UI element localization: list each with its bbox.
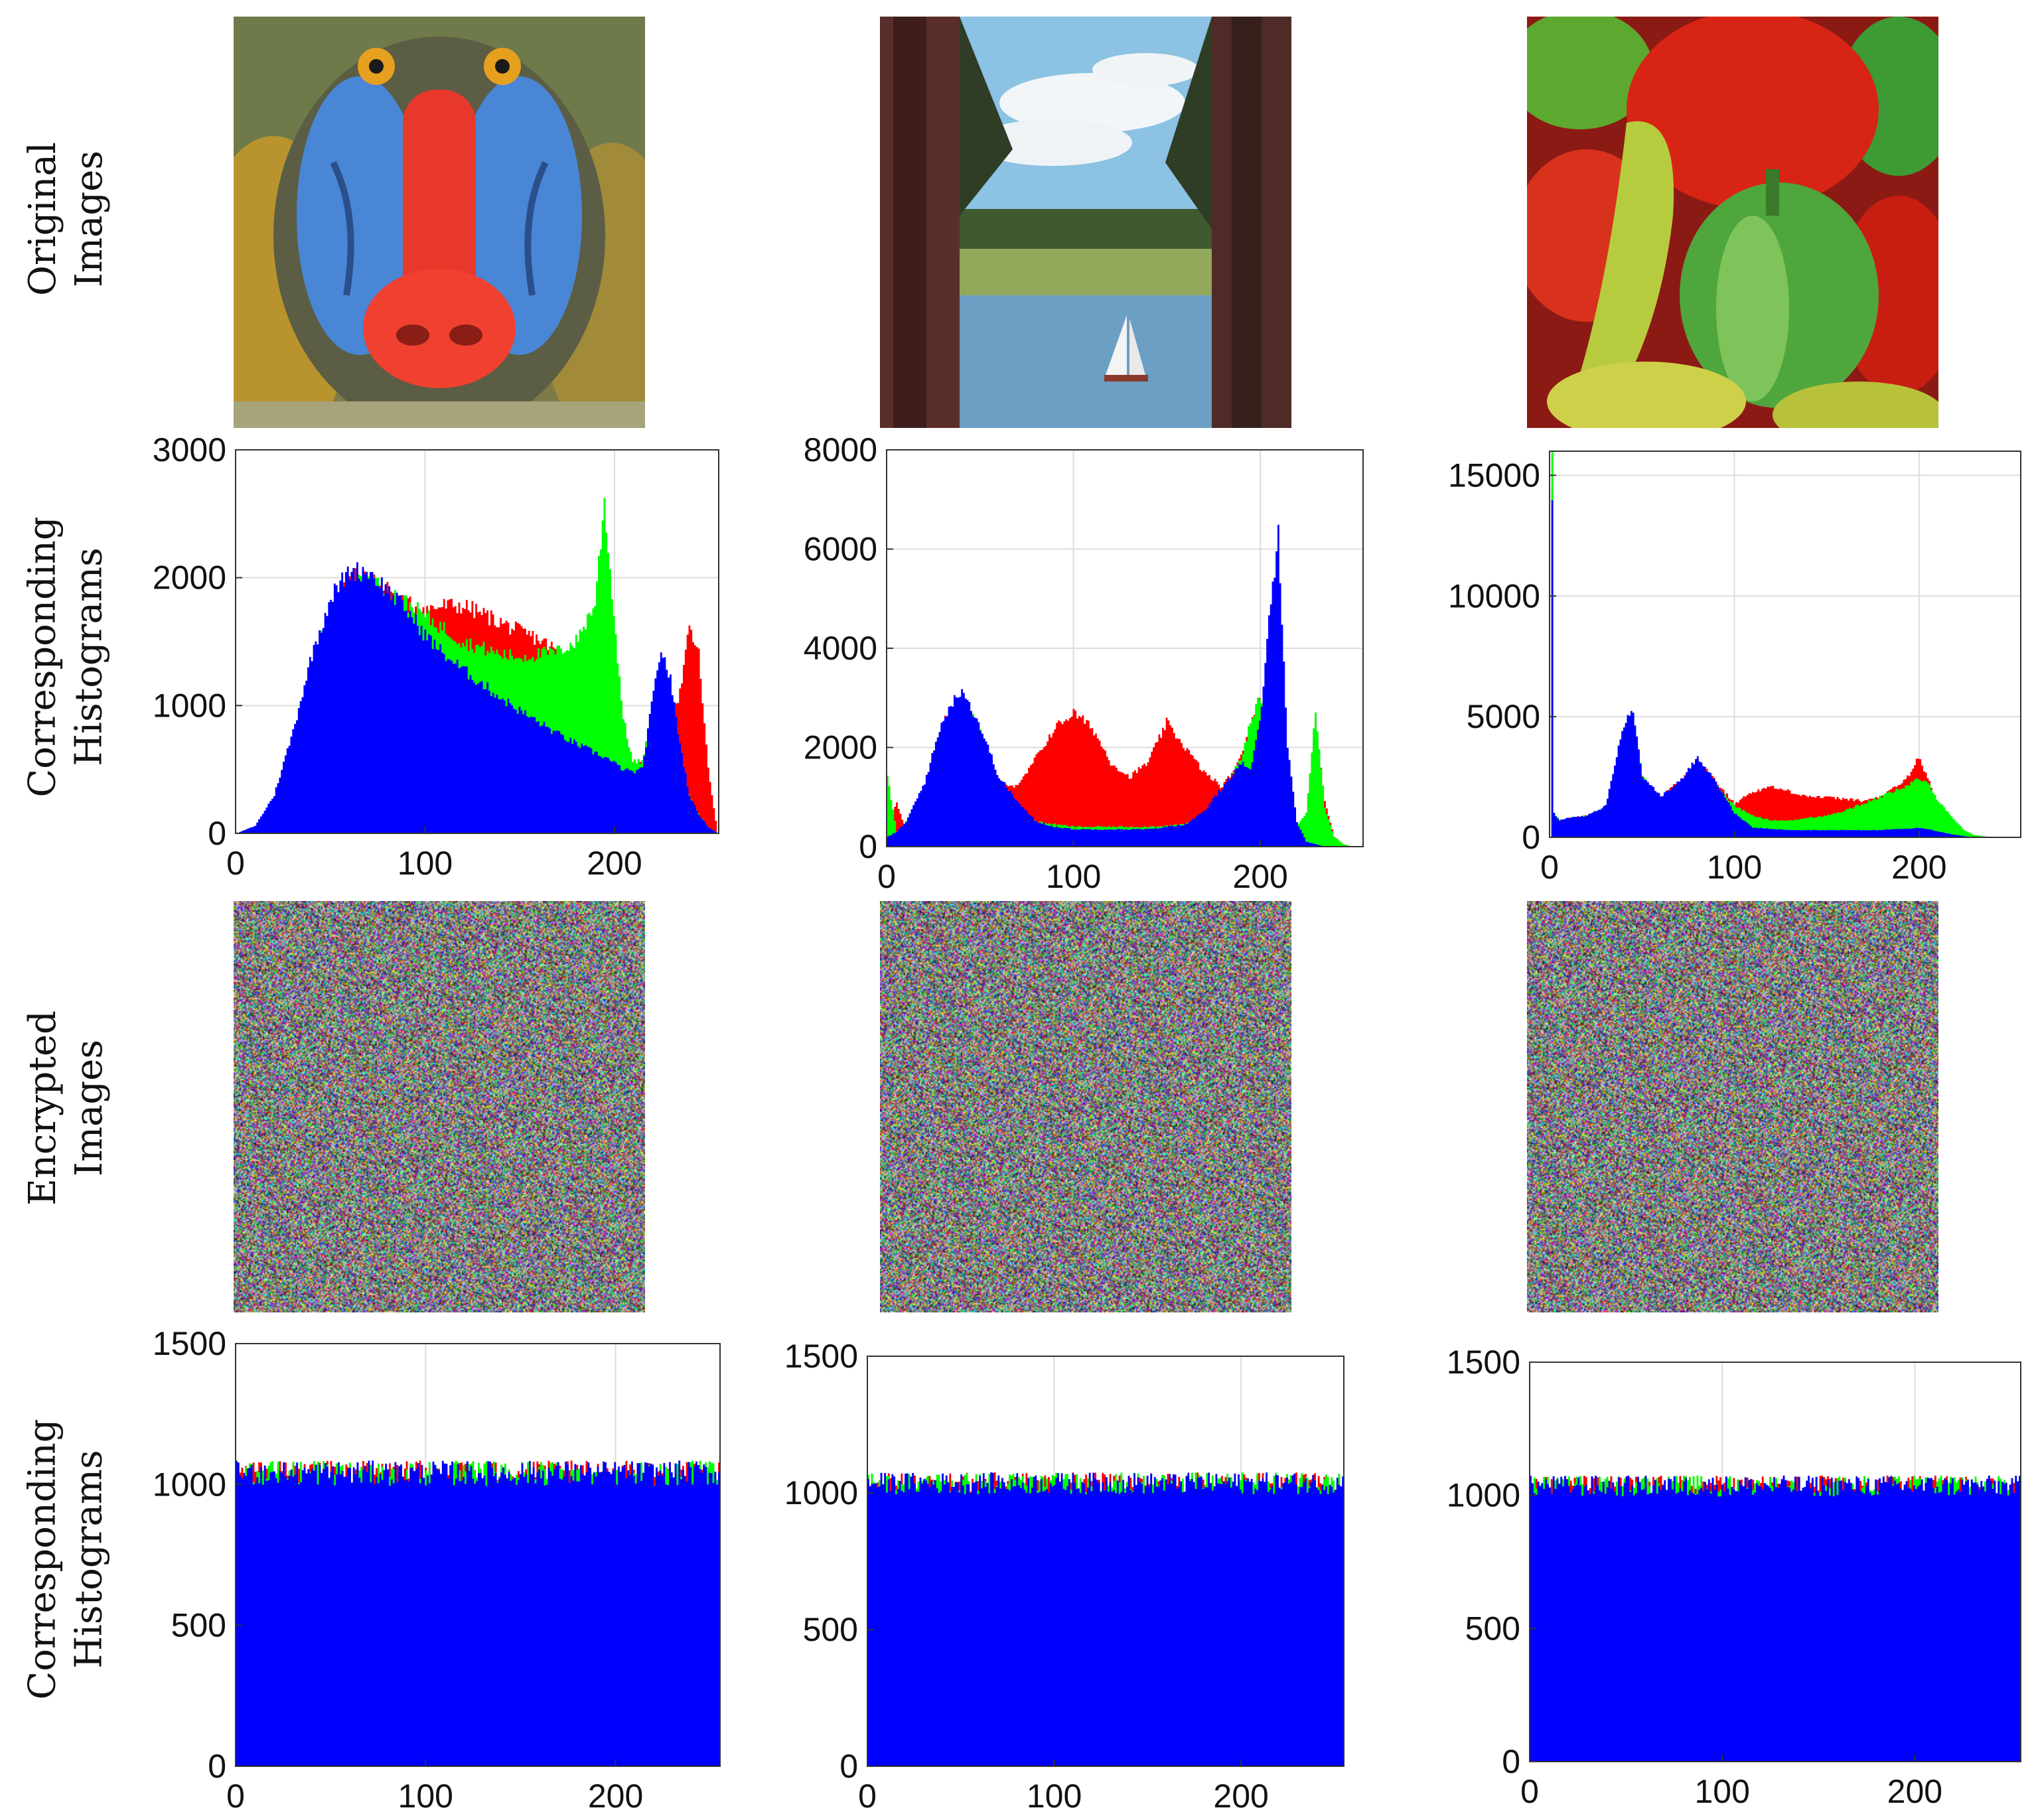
x-tick-label: 100 [398, 1778, 453, 1815]
encrypted-image-3 [1527, 901, 1938, 1312]
y-tick-label: 6000 [804, 531, 877, 568]
x-tick-label: 100 [1707, 849, 1762, 886]
y-tick-label: 1500 [784, 1338, 858, 1375]
x-tick-label: 200 [1232, 858, 1287, 895]
x-tick-label: 200 [1213, 1778, 1268, 1815]
y-tick-label: 500 [803, 1611, 858, 1648]
x-tick-label: 0 [226, 845, 245, 882]
y-tick-label: 0 [208, 1748, 226, 1785]
x-tick-label: 200 [1887, 1773, 1942, 1810]
noise-canvas [1527, 901, 1938, 1312]
y-tick-label: 2000 [804, 729, 877, 766]
x-tick-label: 0 [858, 1778, 877, 1815]
encrypted-image-2 [880, 901, 1291, 1312]
x-tick-label: 200 [588, 1778, 643, 1815]
noise-canvas [234, 901, 645, 1312]
series-blue [236, 1460, 720, 1766]
x-tick-label: 100 [1027, 1778, 1082, 1815]
y-tick-label: 500 [1465, 1610, 1520, 1647]
original-image-peppers [1527, 17, 1938, 428]
original-image-baboon [234, 17, 645, 428]
y-tick-label: 0 [1502, 1743, 1520, 1780]
y-tick-label: 1500 [1447, 1344, 1520, 1381]
x-tick-label: 0 [226, 1778, 245, 1815]
x-tick-label: 200 [1891, 849, 1946, 886]
original-image-lake [880, 17, 1291, 428]
encrypted-image-1 [234, 901, 645, 1312]
x-tick-label: 100 [1046, 858, 1101, 895]
series-blue [1530, 1475, 2021, 1762]
noise-canvas [880, 901, 1291, 1312]
x-tick-label: 0 [1540, 849, 1559, 886]
y-tick-label: 5000 [1467, 698, 1540, 735]
y-tick-label: 0 [859, 828, 877, 865]
series-blue [887, 524, 1363, 847]
y-tick-label: 10000 [1448, 577, 1540, 614]
y-tick-label: 1000 [1447, 1477, 1520, 1514]
y-tick-label: 500 [171, 1607, 226, 1644]
y-tick-label: 0 [1522, 819, 1540, 856]
y-tick-label: 1500 [153, 1325, 226, 1362]
y-tick-label: 2000 [153, 559, 226, 596]
y-tick-label: 15000 [1448, 456, 1540, 494]
x-tick-label: 100 [398, 845, 453, 882]
plot-frame [1529, 1362, 2021, 1762]
plot-frame [867, 1356, 1344, 1767]
plot-frame [235, 449, 719, 834]
plot-frame [1549, 451, 2021, 838]
y-tick-label: 1000 [784, 1474, 858, 1511]
y-tick-label: 0 [839, 1748, 858, 1785]
x-tick-label: 100 [1694, 1773, 1749, 1810]
y-tick-label: 8000 [804, 431, 877, 468]
y-tick-label: 4000 [804, 630, 877, 667]
series-blue [236, 562, 719, 833]
y-tick-label: 3000 [153, 431, 226, 468]
x-tick-label: 0 [1520, 1773, 1539, 1810]
x-tick-label: 0 [877, 858, 896, 895]
series-blue [867, 1472, 1344, 1766]
x-tick-label: 200 [587, 845, 642, 882]
y-tick-label: 1000 [153, 1466, 226, 1503]
y-tick-label: 0 [208, 815, 226, 852]
plot-frame [235, 1343, 721, 1767]
y-tick-label: 1000 [153, 687, 226, 724]
